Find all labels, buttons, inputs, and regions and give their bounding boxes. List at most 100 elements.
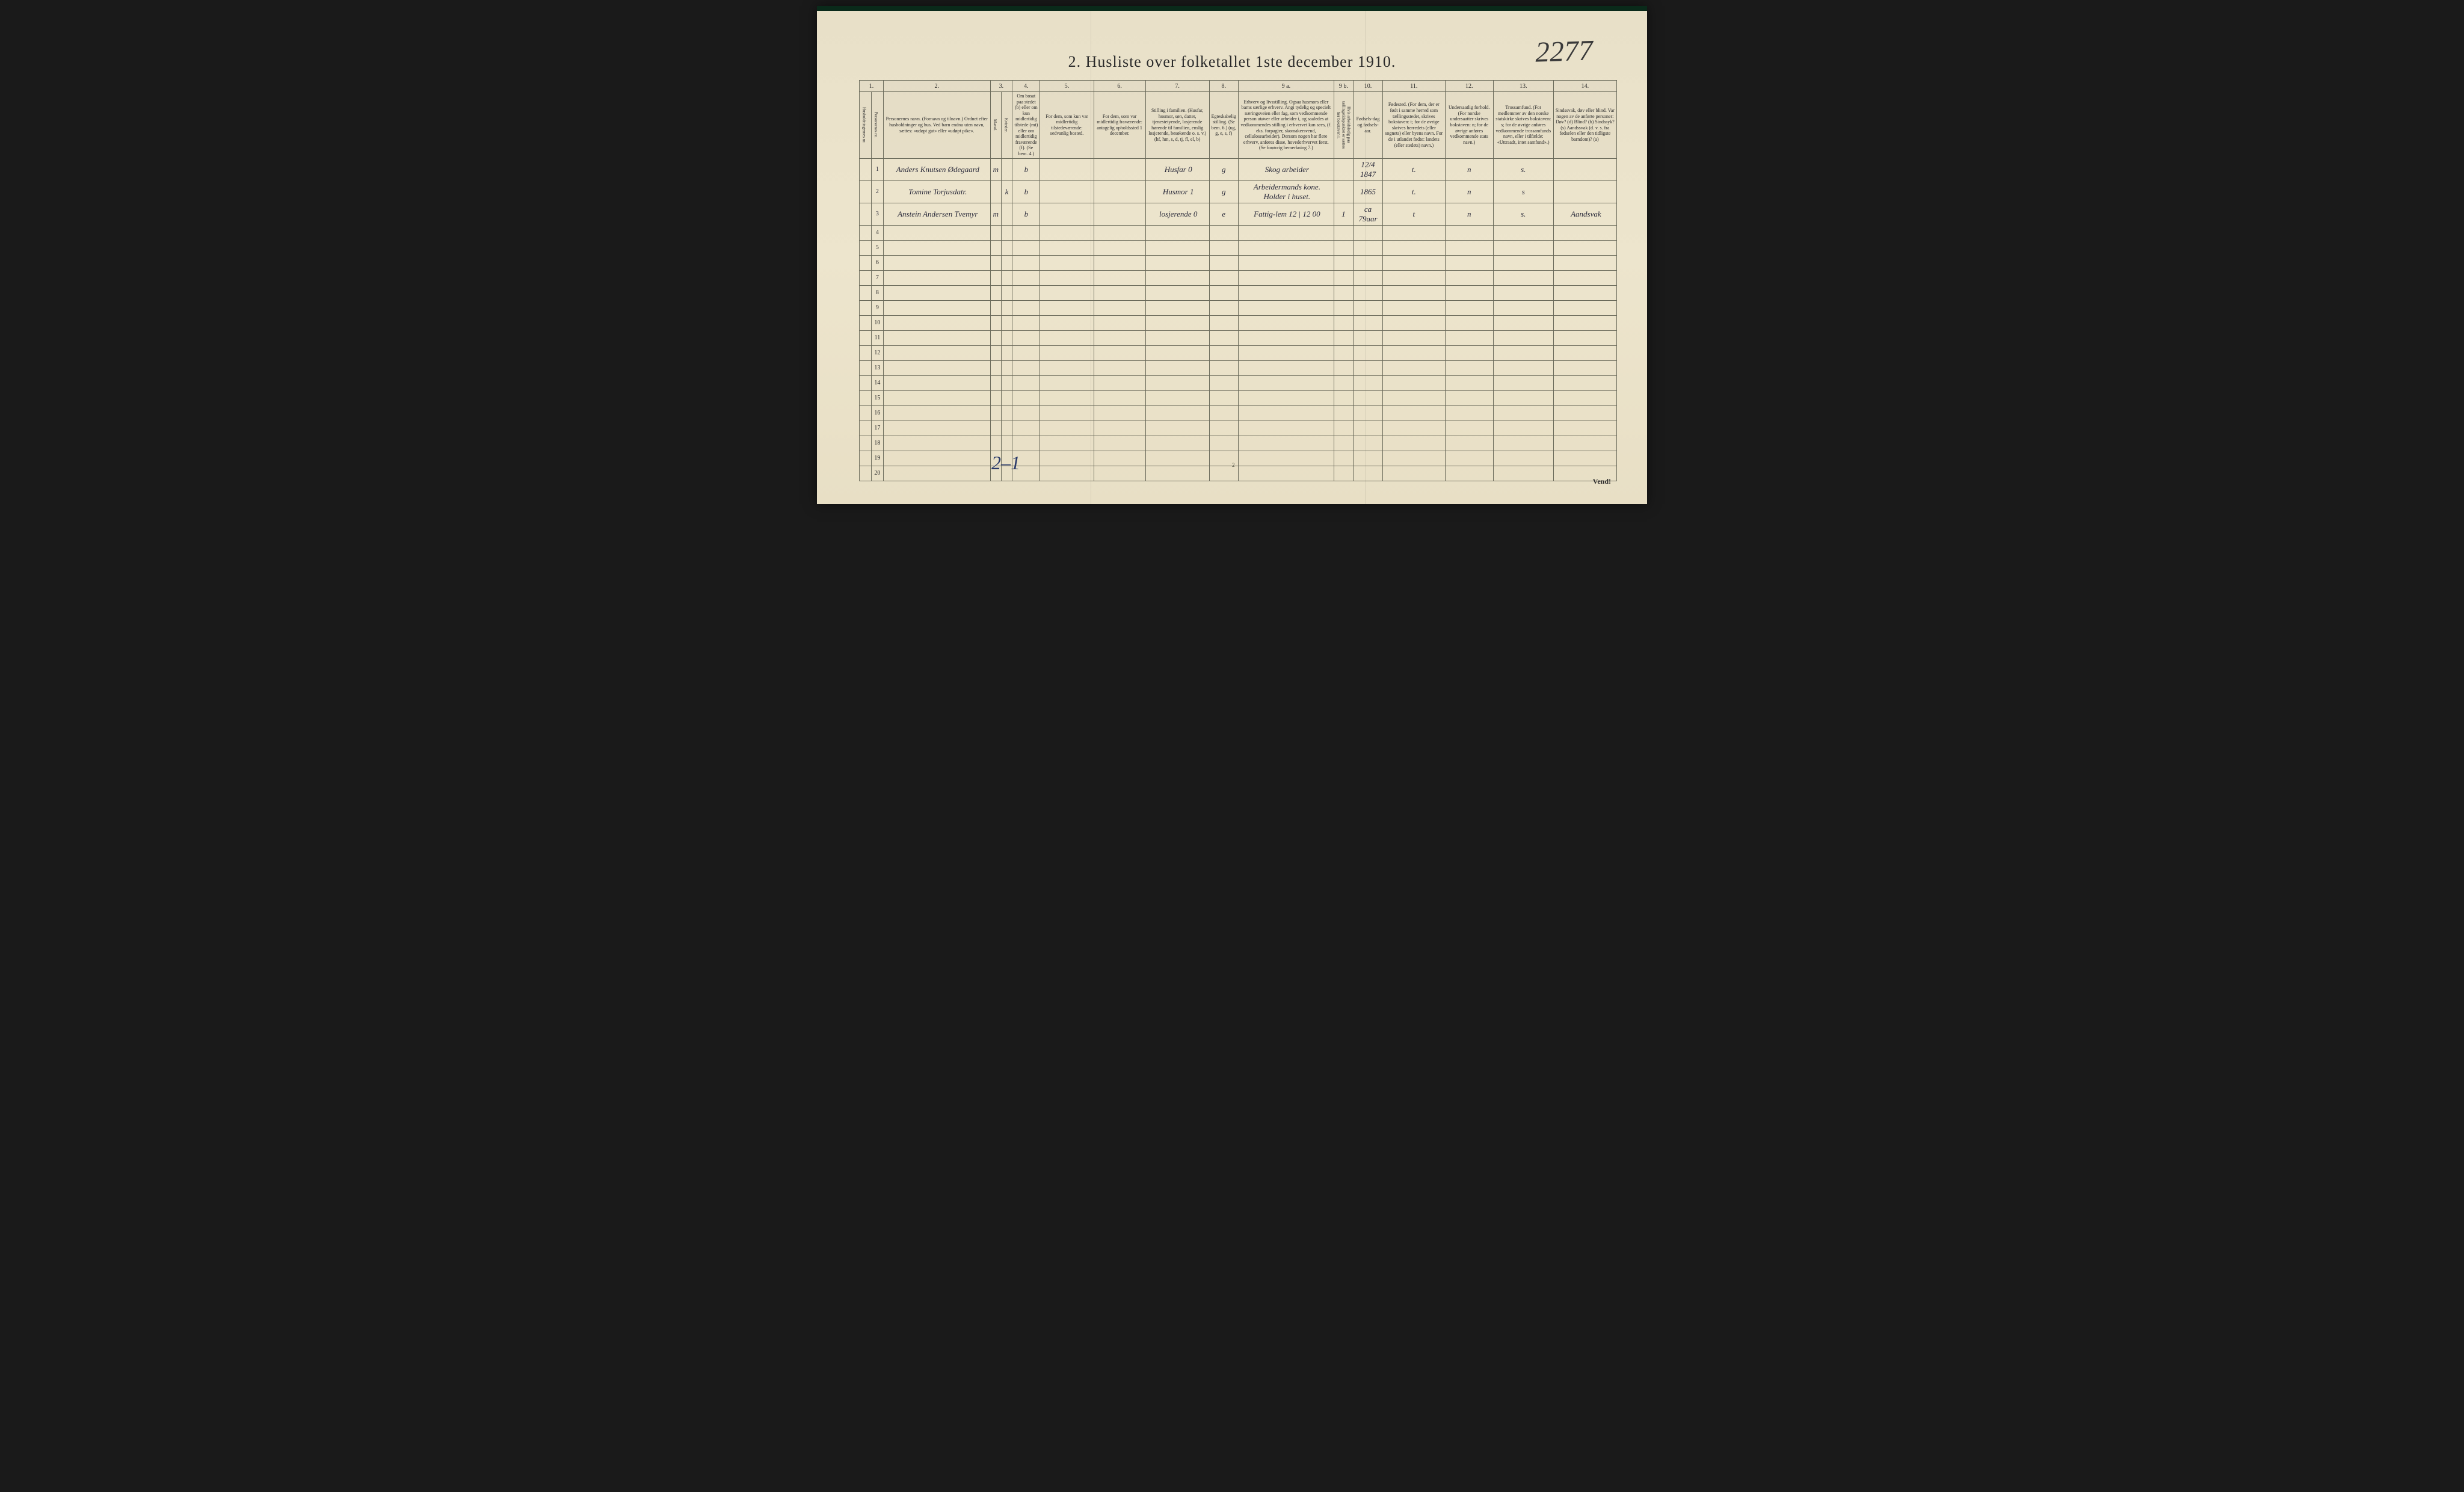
empty-cell (1383, 285, 1446, 300)
col-num: 11. (1383, 81, 1446, 92)
empty-cell (1209, 375, 1238, 390)
empty-cell (1353, 270, 1382, 285)
empty-cell (990, 405, 1001, 421)
empty-cell (990, 270, 1001, 285)
empty-cell (883, 390, 990, 405)
table-row: 16 (860, 405, 1617, 421)
sex-k (1002, 158, 1012, 180)
empty-cell (1445, 225, 1493, 240)
empty-cell (1238, 436, 1334, 451)
table-row: 8 (860, 285, 1617, 300)
household-nr (860, 405, 872, 421)
empty-cell (1040, 225, 1094, 240)
table-row: 4 (860, 225, 1617, 240)
sex-m: m (990, 203, 1001, 225)
empty-cell (1238, 300, 1334, 315)
empty-cell (1094, 405, 1145, 421)
empty-cell (1334, 270, 1353, 285)
empty-cell (1553, 270, 1616, 285)
empty-cell (1553, 405, 1616, 421)
empty-cell (1002, 255, 1012, 270)
household-nr (860, 436, 872, 451)
sind (1553, 158, 1616, 180)
empty-cell (1094, 466, 1145, 481)
empty-cell (1040, 390, 1094, 405)
empty-cell (883, 255, 990, 270)
empty-cell (1012, 436, 1040, 451)
empty-cell (1094, 436, 1145, 451)
empty-cell (1094, 451, 1145, 466)
empty-cell (1553, 345, 1616, 360)
empty-cell (1209, 345, 1238, 360)
table-row: 2Tomine Torjusdatr.kbHusmor 1gArbeiderma… (860, 180, 1617, 203)
empty-cell (883, 240, 990, 255)
col-num: 12. (1445, 81, 1493, 92)
empty-cell (1238, 466, 1334, 481)
empty-cell (1553, 451, 1616, 466)
empty-cell (1002, 390, 1012, 405)
empty-cell (1334, 375, 1353, 390)
empty-cell (1334, 421, 1353, 436)
col5 (1040, 203, 1094, 225)
empty-cell (1445, 405, 1493, 421)
person-nr: 7 (871, 270, 883, 285)
household-nr (860, 180, 872, 203)
empty-cell (1238, 255, 1334, 270)
empty-cell (1094, 255, 1145, 270)
empty-cell (1383, 390, 1446, 405)
empty-cell (1353, 436, 1382, 451)
empty-cell (1094, 315, 1145, 330)
empty-cell (1145, 240, 1209, 255)
egte: g (1209, 180, 1238, 203)
empty-cell (1012, 405, 1040, 421)
empty-cell (1012, 421, 1040, 436)
empty-cell (1383, 225, 1446, 240)
person-nr: 20 (871, 466, 883, 481)
household-nr (860, 466, 872, 481)
household-nr (860, 255, 872, 270)
person-nr: 4 (871, 225, 883, 240)
empty-cell (1383, 451, 1446, 466)
empty-cell (1040, 405, 1094, 421)
empty-cell (1334, 240, 1353, 255)
empty-cell (1445, 315, 1493, 330)
col-num: 4. (1012, 81, 1040, 92)
empty-cell (1334, 466, 1353, 481)
empty-cell (1040, 375, 1094, 390)
empty-cell (1553, 436, 1616, 451)
empty-cell (1209, 315, 1238, 330)
header-name: Personernes navn. (Fornavn og tilnavn.) … (883, 92, 990, 159)
empty-cell (1209, 360, 1238, 375)
table-row: 10 (860, 315, 1617, 330)
empty-cell (1383, 405, 1446, 421)
erhverv: Arbeidermands kone. Holder i huset. (1238, 180, 1334, 203)
empty-cell (1094, 345, 1145, 360)
col-num: 13. (1493, 81, 1553, 92)
empty-cell (1353, 390, 1382, 405)
empty-cell (1145, 315, 1209, 330)
person-nr: 1 (871, 158, 883, 180)
page-title: 2. Husliste over folketallet 1ste decemb… (817, 11, 1647, 71)
empty-cell (883, 466, 990, 481)
header-sex-m: Mænd. (990, 92, 1001, 159)
header-egte: Egteskabelig stilling. (Se bem. 6.) (ug,… (1209, 92, 1238, 159)
empty-cell (1493, 436, 1553, 451)
empty-cell (883, 285, 990, 300)
empty-cell (990, 390, 1001, 405)
empty-cell (1353, 240, 1382, 255)
household-nr (860, 421, 872, 436)
tros: s. (1493, 158, 1553, 180)
empty-cell (1238, 421, 1334, 436)
empty-cell (990, 300, 1001, 315)
fodested: t. (1383, 180, 1446, 203)
header-tros: Trossamfund. (For medlemmer av den norsk… (1493, 92, 1553, 159)
empty-cell (1209, 405, 1238, 421)
egte: e (1209, 203, 1238, 225)
fodsel: ca 79aar (1353, 203, 1382, 225)
empty-cell (1145, 345, 1209, 360)
column-number-row: 1. 2. 3. 4. 5. 6. 7. 8. 9 a. 9 b. 10. 11… (860, 81, 1617, 92)
empty-cell (1493, 345, 1553, 360)
empty-cell (1145, 225, 1209, 240)
table-row: 6 (860, 255, 1617, 270)
person-nr: 6 (871, 255, 883, 270)
